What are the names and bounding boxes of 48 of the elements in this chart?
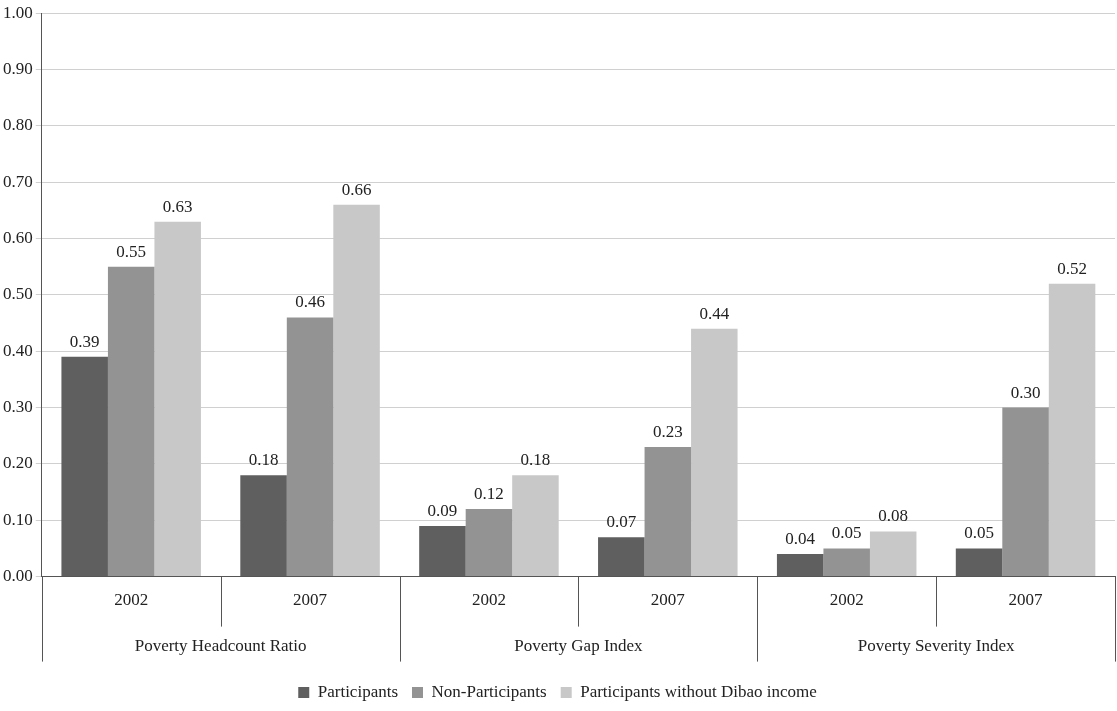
y-tick-label: 0.60: [3, 228, 33, 248]
y-tick-label: 0.00: [3, 566, 33, 586]
bar: [107, 266, 155, 577]
legend-label: Non-Participants: [431, 681, 547, 701]
data-label: 0.66: [341, 179, 372, 199]
x-tick-label: 2007: [650, 590, 686, 610]
data-label: 0.18: [520, 450, 551, 470]
y-tick-label: 0.90: [3, 59, 33, 79]
x-tick-label: 2002: [829, 590, 864, 610]
data-label: 0.30: [1010, 382, 1041, 402]
data-label: 0.12: [474, 483, 504, 503]
bar: [286, 317, 334, 577]
data-label: 0.46: [295, 292, 325, 312]
y-tick-label: 0.10: [3, 509, 33, 529]
bar: [1002, 407, 1049, 577]
y-tick-label: 0.70: [3, 171, 33, 191]
data-label: 0.05: [964, 523, 994, 543]
bar: [823, 548, 870, 577]
legend-label: Participants: [317, 681, 399, 701]
y-tick-label: 0.20: [3, 453, 33, 473]
x-tick-label: 2007: [1008, 590, 1044, 610]
x-tick-label: 2002: [114, 590, 149, 610]
data-label: 0.07: [606, 512, 637, 532]
bar: [465, 508, 513, 577]
text: Poverty Gap Index: [514, 636, 644, 656]
y-tick-label: 0.50: [3, 284, 33, 304]
x-tick-label: 2007: [293, 590, 328, 610]
data-label: 0.18: [248, 450, 279, 470]
bar: [869, 531, 917, 577]
text: Poverty Headcount Ratio: [134, 636, 307, 656]
data-label: 0.52: [1057, 258, 1087, 278]
legend-label: Participants without Dibao income: [580, 681, 817, 701]
data-label: 0.39: [69, 331, 100, 351]
data-label: 0.05: [831, 523, 862, 543]
text: Poverty Severity Index: [857, 636, 1015, 656]
x-tick-label: 2002: [471, 590, 506, 610]
data-label: 0.08: [878, 506, 909, 526]
bar: [644, 447, 692, 577]
data-label: 0.23: [652, 421, 683, 441]
data-label: 0.55: [116, 241, 147, 261]
data-label: 0.09: [427, 500, 458, 520]
data-label: 0.04: [785, 529, 816, 549]
y-tick-label: 0.30: [3, 397, 33, 417]
data-label: 0.44: [699, 303, 730, 323]
data-label: 0.63: [162, 196, 193, 216]
y-tick-label: 0.80: [3, 115, 33, 135]
y-tick-label: 0.40: [3, 340, 33, 360]
y-tick-label: 1.00: [3, 2, 33, 22]
